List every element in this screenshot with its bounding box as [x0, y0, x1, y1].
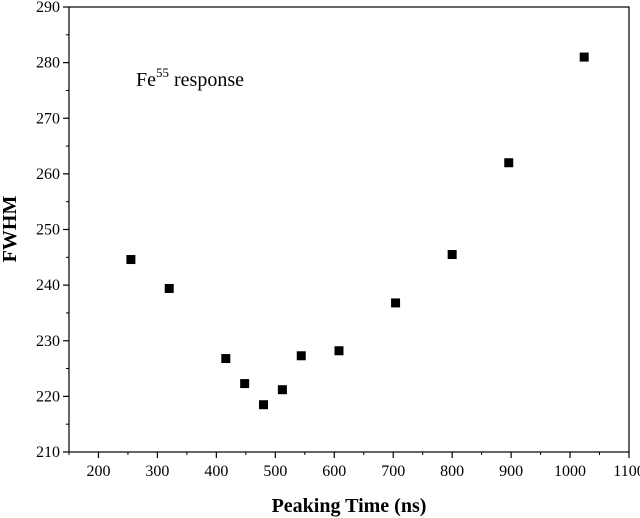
- data-points: [126, 52, 589, 410]
- x-tick-label: 300: [145, 463, 169, 480]
- y-tick-label: 210: [36, 444, 60, 461]
- data-point: [447, 250, 457, 260]
- x-tick-label: 200: [86, 463, 110, 480]
- x-axis-ticks: 200 300 400 500 600 700 800 900 1000 1100: [68, 452, 640, 480]
- data-point: [296, 351, 306, 361]
- y-tick-label: 290: [36, 0, 60, 16]
- x-tick-label: 1100: [613, 463, 640, 480]
- y-tick-label: 280: [36, 55, 60, 72]
- data-point: [240, 379, 250, 389]
- annotation-superscript: 55: [156, 65, 169, 80]
- y-tick-label: 230: [36, 333, 60, 350]
- x-tick-label: 800: [440, 463, 464, 480]
- x-tick-label: 700: [381, 463, 405, 480]
- y-tick-label: 270: [36, 110, 60, 127]
- data-point: [334, 346, 344, 356]
- y-axis-ticks: 210 220 230 240 250 260 270 280 290: [36, 0, 69, 461]
- data-point: [579, 52, 589, 62]
- data-point: [164, 283, 174, 293]
- y-axis-title: FWHM: [0, 196, 21, 263]
- y-tick-label: 220: [36, 388, 60, 405]
- x-tick-label: 900: [499, 463, 523, 480]
- y-tick-label: 240: [36, 277, 60, 294]
- data-point: [504, 158, 514, 168]
- data-point: [126, 255, 136, 265]
- x-tick-label: 500: [263, 463, 287, 480]
- data-point: [391, 298, 401, 308]
- annotation-rest: response: [169, 69, 244, 91]
- y-tick-label: 260: [36, 166, 60, 183]
- x-axis-title: Peaking Time (ns): [272, 495, 427, 517]
- x-tick-label: 1000: [554, 463, 586, 480]
- data-point: [221, 354, 231, 364]
- annotation-label: Fe55 response: [136, 65, 244, 91]
- x-tick-label: 600: [322, 463, 346, 480]
- data-point: [277, 385, 287, 395]
- x-tick-label: 400: [204, 463, 228, 480]
- data-point: [259, 400, 269, 410]
- annotation-base: Fe: [136, 69, 156, 91]
- y-tick-label: 250: [36, 222, 60, 239]
